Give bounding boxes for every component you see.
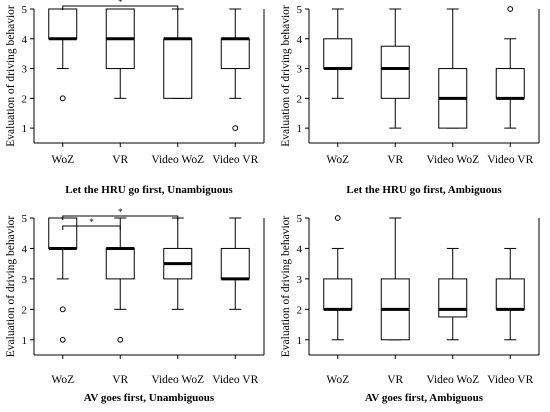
y-tick-label: 4 xyxy=(297,243,303,255)
box-iqr xyxy=(163,38,193,99)
box-iqr xyxy=(323,38,353,70)
bracket-line xyxy=(62,5,179,10)
box-vr xyxy=(380,217,410,341)
chart-title: Let the HRU go first, Ambiguous xyxy=(346,184,502,196)
significance-star: * xyxy=(118,0,123,7)
y-tick-label: 2 xyxy=(22,93,28,105)
box-vr xyxy=(105,217,135,343)
y-tick-label: 3 xyxy=(22,64,28,76)
y-tick-label: 4 xyxy=(22,243,28,255)
y-tick-label: 1 xyxy=(297,123,303,135)
y-axis-label: Evaluation of driving behavior xyxy=(280,5,292,147)
x-category-label: Video WoZ xyxy=(151,374,204,386)
box-iqr xyxy=(438,278,468,318)
box-iqr xyxy=(105,247,135,280)
y-tick-label: 2 xyxy=(297,93,303,105)
y-tick-label: 2 xyxy=(297,304,303,316)
chart-panel-1: 1 2 3 4 5 Evaluation of driving behavior WoZ VR… xyxy=(5,0,265,196)
box-video-woz xyxy=(163,217,193,310)
x-category-label: Video VR xyxy=(212,154,258,166)
chart-title: AV goes first, Unambiguous xyxy=(84,392,215,404)
box-video-woz xyxy=(163,8,193,99)
box-iqr xyxy=(48,217,78,249)
box-iqr xyxy=(220,247,250,280)
y-tick-label: 5 xyxy=(297,213,303,225)
y-tick-label: 1 xyxy=(22,335,28,347)
chart-panel-2: 1 2 3 4 5 Evaluation of driving behavior WoZ VR… xyxy=(280,4,540,196)
significance-star: * xyxy=(118,207,123,217)
box-iqr xyxy=(495,278,525,310)
x-category-label: WoZ xyxy=(326,374,349,386)
outlier-point xyxy=(334,215,341,221)
box-woz xyxy=(323,215,353,341)
box-vr xyxy=(105,8,135,99)
x-category-label: WoZ xyxy=(326,154,349,166)
box-iqr xyxy=(48,8,78,40)
box-iqr xyxy=(380,45,410,99)
y-tick-label: 3 xyxy=(297,64,303,76)
x-category-label: WoZ xyxy=(51,374,74,386)
box-video-vr xyxy=(495,247,525,341)
box-video-vr xyxy=(220,217,250,310)
box-video-vr xyxy=(495,6,525,129)
y-axis-label: Evaluation of driving behavior xyxy=(5,5,17,147)
bracket-line xyxy=(62,225,121,230)
significance-bracket: * xyxy=(62,0,179,10)
x-category-label: Video VR xyxy=(487,374,533,386)
y-axis-label: Evaluation of driving behavior xyxy=(5,216,17,358)
y-tick-label: 5 xyxy=(22,213,28,225)
box-iqr xyxy=(220,38,250,70)
y-tick-label: 3 xyxy=(22,274,28,286)
significance-bracket: * xyxy=(62,207,179,220)
outlier-point xyxy=(59,336,66,343)
y-tick-label: 5 xyxy=(22,4,28,16)
x-category-label: Video VR xyxy=(487,154,533,166)
y-tick-label: 4 xyxy=(22,34,28,46)
outlier-point xyxy=(117,336,124,343)
significance-bracket: * xyxy=(62,217,121,230)
box-vr xyxy=(380,8,410,129)
x-category-label: Video WoZ xyxy=(426,374,479,386)
y-tick-label: 5 xyxy=(297,4,303,16)
chart-title: Let the HRU go first, Unambiguous xyxy=(65,184,233,196)
y-tick-label: 1 xyxy=(22,123,28,135)
significance-star: * xyxy=(89,217,94,227)
box-woz xyxy=(48,8,78,102)
y-axis-label: Evaluation of driving behavior xyxy=(280,216,292,358)
box-video-vr xyxy=(220,8,250,132)
x-category-label: WoZ xyxy=(51,154,74,166)
box-video-woz xyxy=(438,247,468,341)
x-category-label: VR xyxy=(387,374,403,386)
y-tick-label: 2 xyxy=(22,304,28,316)
x-category-label: VR xyxy=(387,154,403,166)
y-tick-label: 4 xyxy=(297,34,303,46)
outlier-point xyxy=(232,125,239,132)
x-category-label: Video WoZ xyxy=(151,154,204,166)
chart-panel-4: 1 2 3 4 5 Evaluation of driving behavior WoZ VR… xyxy=(280,213,540,404)
x-category-label: VR xyxy=(112,374,128,386)
outlier-point xyxy=(507,6,514,12)
x-category-label: Video WoZ xyxy=(426,154,479,166)
box-iqr xyxy=(323,278,353,310)
x-category-label: Video VR xyxy=(212,374,258,386)
y-tick-label: 1 xyxy=(297,335,303,347)
chart-title: AV goes first, Ambiguous xyxy=(365,392,484,404)
outlier-point xyxy=(59,306,66,313)
box-woz xyxy=(48,217,78,343)
outlier-point xyxy=(59,95,66,102)
box-iqr xyxy=(495,68,525,99)
x-category-label: VR xyxy=(112,154,128,166)
chart-panel-3: 1 2 3 4 5 Evaluation of driving behavior WoZ VR… xyxy=(5,207,265,404)
box-video-woz xyxy=(438,8,468,129)
bracket-line xyxy=(62,215,179,220)
box-woz xyxy=(323,8,353,99)
y-tick-label: 3 xyxy=(297,274,303,286)
